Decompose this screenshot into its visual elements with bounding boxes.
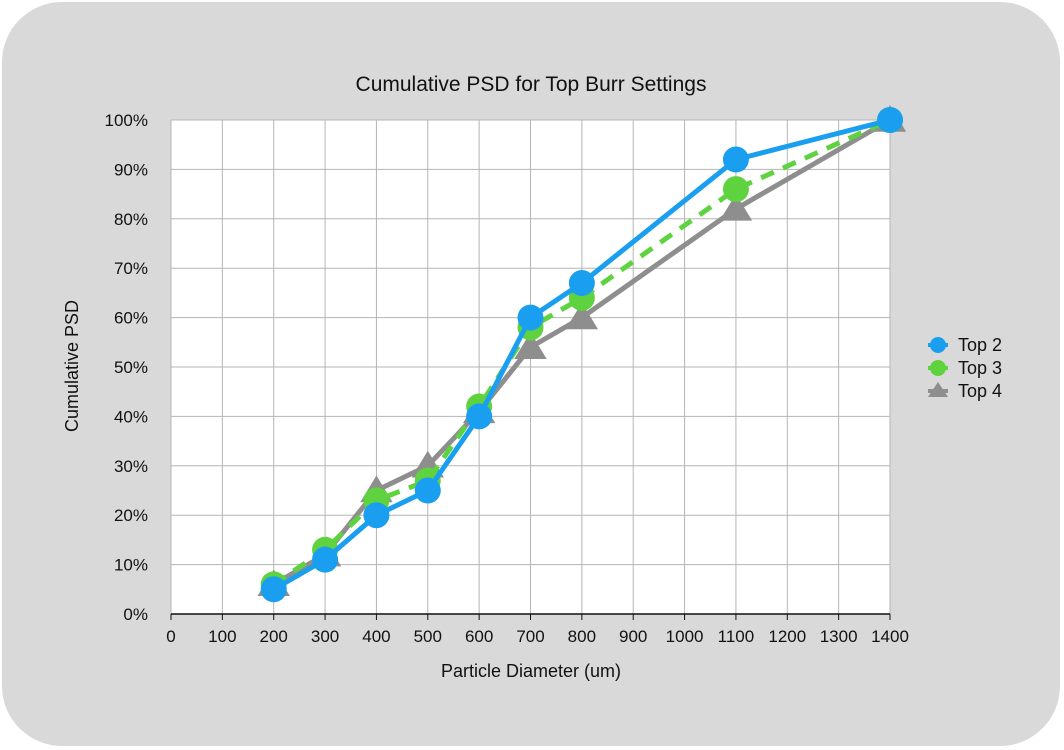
series-line-top-3 [272, 117, 892, 587]
y-tick-label: 20% [114, 506, 148, 525]
x-tick-label: 1300 [820, 627, 858, 646]
y-tick-label: 40% [114, 407, 148, 426]
data-point-top-3 [722, 176, 749, 203]
data-point-top-2 [877, 107, 903, 133]
x-tick-label: 400 [362, 627, 390, 646]
x-tick-label: 1100 [718, 627, 755, 646]
x-tick-label: 100 [208, 627, 236, 646]
y-axis-label: Cumulative PSD [62, 300, 82, 432]
x-tick-label: 0 [166, 627, 175, 646]
y-tick-label: 100% [105, 111, 148, 130]
axes: 0 100 200 300 400 500 600 700 800 900 1000 1100 1200… [105, 111, 909, 646]
y-tick-label: 90% [114, 160, 148, 179]
y-tick-label: 50% [114, 358, 148, 377]
legend: Top 2 Top 3 Top 4 [928, 335, 1002, 401]
data-point-top-4 [719, 193, 753, 221]
y-tick-label: 10% [114, 556, 148, 575]
x-tick-label: 500 [414, 627, 442, 646]
data-point-top-2 [517, 304, 544, 331]
x-axis-label: Particle Diameter (um) [441, 661, 621, 681]
legend-label-top-4: Top 4 [958, 381, 1002, 401]
y-tick-label: 30% [114, 457, 148, 476]
x-tick-label: 900 [619, 627, 647, 646]
y-tick-label: 0% [123, 605, 148, 624]
x-tick-label: 700 [516, 627, 544, 646]
legend-marker-top-2 [930, 337, 946, 353]
data-point-top-4 [514, 332, 547, 359]
series-group [257, 105, 907, 603]
legend-marker-top-4 [928, 382, 948, 397]
data-point-top-2 [466, 403, 493, 430]
data-point-top-2 [414, 477, 441, 504]
x-tick-label: 1200 [768, 627, 806, 646]
data-point-top-2 [312, 546, 339, 573]
x-tick-label: 200 [260, 627, 288, 646]
x-tick-label: 300 [311, 627, 339, 646]
data-point-top-2 [568, 270, 595, 297]
chart-title: Cumulative PSD for Top Burr Settings [356, 73, 707, 96]
data-point-top-2 [260, 576, 287, 603]
data-point-top-2 [363, 502, 390, 529]
data-point-top-4 [565, 302, 599, 330]
y-tick-label: 70% [114, 259, 148, 278]
legend-marker-top-3 [930, 360, 946, 376]
y-tick-label: 80% [114, 210, 148, 229]
legend-label-top-2: Top 2 [958, 335, 1002, 355]
legend-label-top-3: Top 3 [958, 358, 1002, 378]
x-tick-label: 800 [568, 627, 596, 646]
x-tick-label: 1000 [666, 627, 704, 646]
x-tick-label: 1400 [871, 627, 909, 646]
x-tick-label: 600 [465, 627, 493, 646]
data-point-top-2 [722, 146, 749, 173]
y-tick-label: 60% [114, 309, 148, 328]
